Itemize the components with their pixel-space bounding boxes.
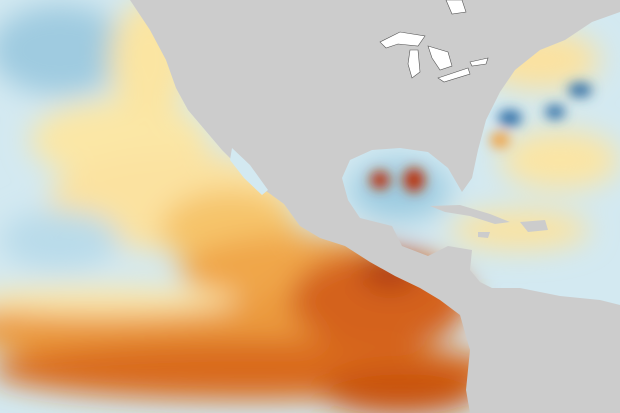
lake-huron — [427, 45, 453, 71]
lake-michigan — [407, 49, 421, 79]
lake-superior — [379, 31, 426, 49]
jamaica — [478, 232, 490, 238]
hispaniola — [520, 220, 548, 232]
lake-erie — [437, 67, 471, 83]
great-lakes — [379, 0, 489, 83]
lake-ontario — [469, 57, 489, 67]
baja-california — [230, 148, 268, 195]
land — [130, 0, 620, 413]
eddies — [370, 83, 592, 192]
north-america — [130, 0, 620, 413]
northern-lake — [445, 0, 467, 15]
cuba — [430, 205, 510, 224]
